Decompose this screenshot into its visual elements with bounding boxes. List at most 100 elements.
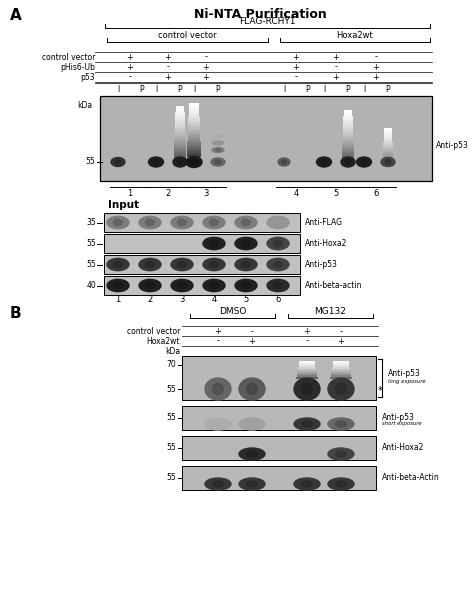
Bar: [343, 134, 353, 136]
Text: Anti-p53: Anti-p53: [305, 260, 338, 269]
Ellipse shape: [321, 160, 327, 164]
Bar: [187, 151, 201, 153]
Bar: [175, 110, 184, 112]
Text: 55: 55: [86, 260, 96, 269]
Bar: [344, 116, 353, 118]
Bar: [384, 130, 392, 132]
Bar: [383, 140, 392, 142]
Text: 2: 2: [165, 189, 171, 197]
Bar: [174, 144, 186, 146]
Ellipse shape: [328, 448, 354, 460]
Text: A: A: [10, 8, 22, 23]
Text: DMSO: DMSO: [219, 307, 246, 316]
Ellipse shape: [114, 261, 122, 268]
Text: kDa: kDa: [165, 346, 180, 356]
Ellipse shape: [294, 418, 320, 430]
Bar: [189, 107, 199, 109]
Ellipse shape: [210, 282, 219, 288]
Text: Ni-NTA Purification: Ni-NTA Purification: [193, 8, 327, 21]
Bar: [187, 147, 201, 149]
Bar: [104, 213, 300, 232]
Bar: [173, 156, 186, 158]
Text: +: +: [127, 63, 134, 72]
Text: -: -: [306, 336, 309, 346]
Text: 4: 4: [211, 296, 217, 304]
Bar: [343, 138, 354, 140]
Text: 40: 40: [86, 281, 96, 290]
Text: +: +: [333, 53, 339, 61]
Bar: [175, 126, 185, 128]
Bar: [342, 144, 354, 146]
Text: 5: 5: [333, 189, 338, 197]
Text: 55: 55: [166, 414, 176, 423]
Bar: [182, 466, 376, 490]
Ellipse shape: [146, 261, 155, 268]
Bar: [383, 156, 393, 158]
Bar: [344, 112, 352, 114]
Text: I: I: [283, 85, 285, 93]
Ellipse shape: [361, 160, 367, 164]
Ellipse shape: [235, 280, 257, 292]
Ellipse shape: [235, 258, 257, 271]
Bar: [332, 367, 350, 369]
Text: 55: 55: [85, 157, 95, 167]
Ellipse shape: [191, 159, 197, 165]
Ellipse shape: [302, 384, 312, 395]
Text: 3: 3: [203, 189, 209, 197]
Text: +: +: [292, 53, 300, 61]
Text: -: -: [294, 73, 298, 82]
Bar: [187, 155, 201, 157]
Text: 55: 55: [166, 473, 176, 482]
Ellipse shape: [278, 158, 290, 166]
Bar: [343, 126, 353, 128]
Bar: [189, 105, 199, 107]
Bar: [298, 367, 316, 369]
Bar: [182, 406, 376, 430]
Ellipse shape: [336, 384, 346, 395]
Ellipse shape: [213, 384, 223, 395]
Text: 55: 55: [86, 239, 96, 248]
Ellipse shape: [173, 157, 187, 167]
Ellipse shape: [385, 160, 391, 164]
Bar: [188, 127, 200, 129]
Bar: [174, 152, 186, 154]
Text: 3: 3: [179, 296, 185, 304]
Ellipse shape: [328, 418, 354, 430]
Ellipse shape: [212, 141, 224, 145]
Bar: [384, 136, 392, 138]
Text: -: -: [128, 73, 131, 82]
Text: Anti-p53: Anti-p53: [382, 414, 415, 423]
Ellipse shape: [178, 219, 186, 226]
Text: +: +: [337, 336, 345, 346]
Text: -: -: [339, 327, 343, 336]
Ellipse shape: [302, 421, 312, 427]
Ellipse shape: [328, 378, 354, 400]
Text: I: I: [155, 85, 157, 93]
Bar: [342, 148, 354, 150]
Bar: [188, 135, 201, 137]
Bar: [333, 365, 349, 367]
Text: 5: 5: [243, 296, 249, 304]
Text: Anti-FLAG: Anti-FLAG: [305, 218, 343, 227]
Bar: [384, 134, 392, 136]
Ellipse shape: [205, 378, 231, 400]
Ellipse shape: [203, 258, 225, 271]
Text: +: +: [202, 63, 210, 72]
Ellipse shape: [203, 238, 225, 249]
Bar: [342, 140, 354, 142]
Bar: [104, 234, 300, 253]
Bar: [189, 113, 200, 115]
Bar: [175, 114, 184, 116]
Text: I: I: [117, 85, 119, 93]
Ellipse shape: [336, 421, 346, 427]
Text: Anti-Hoxa2: Anti-Hoxa2: [305, 239, 347, 248]
Bar: [182, 436, 376, 460]
Text: control vector: control vector: [127, 327, 180, 336]
Ellipse shape: [235, 216, 257, 229]
Text: control vector: control vector: [42, 53, 95, 61]
Text: 55: 55: [166, 443, 176, 453]
Bar: [174, 136, 185, 138]
Ellipse shape: [212, 148, 224, 152]
Ellipse shape: [171, 280, 193, 292]
Text: +: +: [248, 336, 255, 346]
